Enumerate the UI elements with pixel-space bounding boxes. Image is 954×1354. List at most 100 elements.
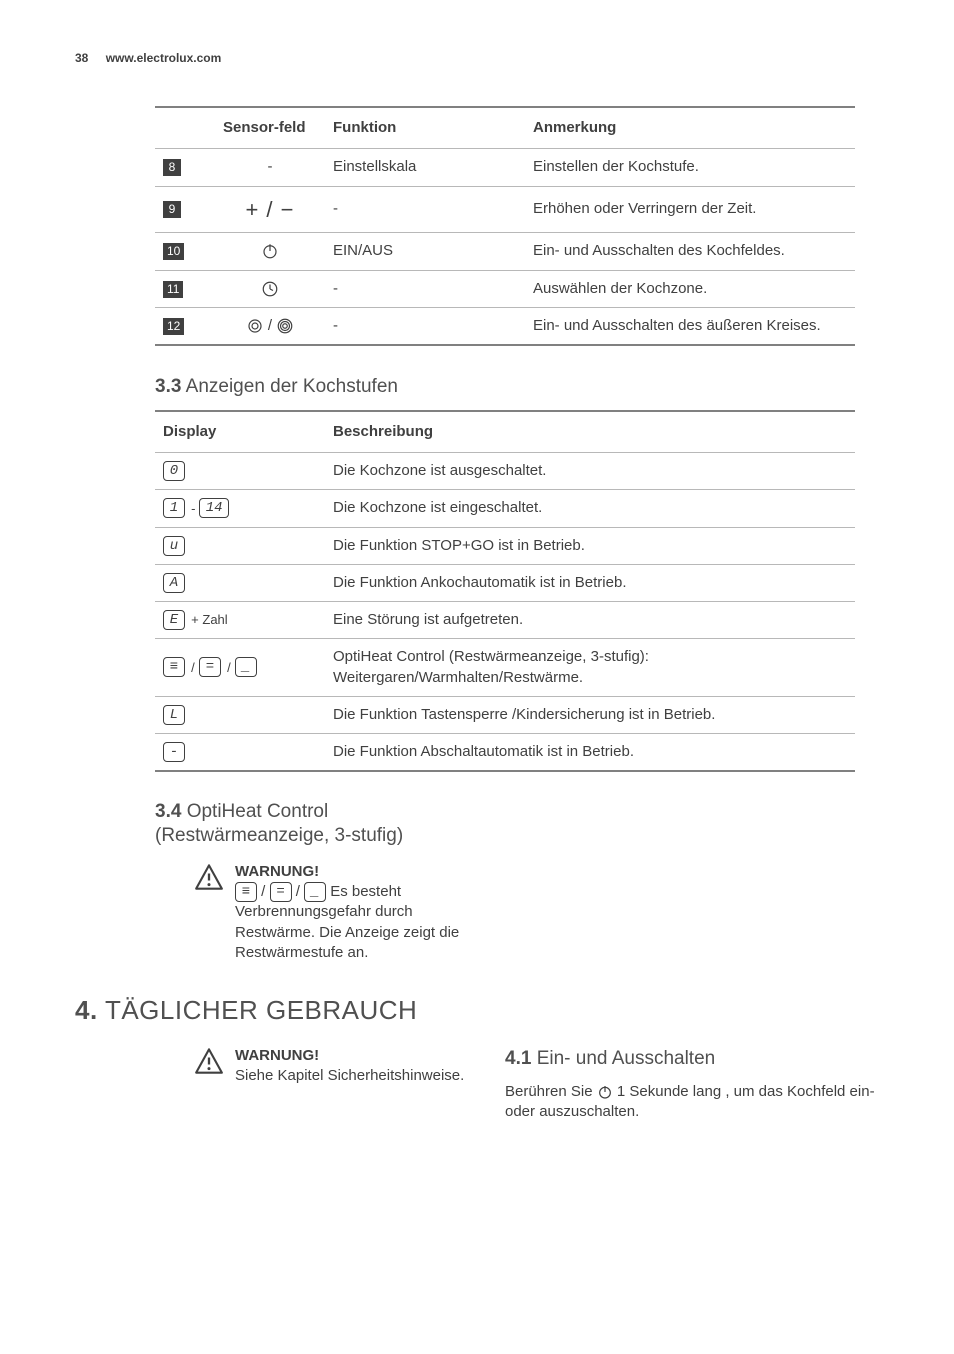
desc-cell: Die Kochzone ist ausgeschaltet. [325, 453, 855, 490]
power-icon [597, 1084, 613, 1100]
table-row: 10 EIN/AUS Ein- und Ausschalten des Koch… [155, 233, 855, 270]
body-before: Berühren Sie [505, 1083, 597, 1100]
row-index: 9 [163, 201, 181, 218]
sensor-cell: - [215, 149, 325, 186]
desc-cell: OptiHeat Control (Restwärmeanzeige, 3-st… [325, 639, 855, 697]
display-cell: - [155, 734, 325, 772]
t1-header-anmerkung: Anmerkung [525, 107, 855, 149]
site-url: www.electrolux.com [106, 51, 222, 65]
table-row: L Die Funktion Tastensperre /Kindersiche… [155, 696, 855, 733]
sensorfield-table: Sensor-feld Funktion Anmerkung 8 - Einst… [155, 106, 855, 346]
sensor-cell [215, 233, 325, 270]
warning-label: WARNUNG! [235, 1046, 464, 1066]
page-header: 38 www.electrolux.com [75, 50, 879, 66]
desc-cell: Eine Störung ist aufgetreten. [325, 602, 855, 639]
display-table: Display Beschreibung 0 Die Kochzone ist … [155, 410, 855, 773]
table-row: 12 / - Ein- und Ausschalten des äußeren … [155, 307, 855, 345]
ring-double-icon [276, 317, 294, 335]
ring-single-icon [246, 317, 264, 335]
anmerkung-cell: Ein- und Ausschalten des Kochfeldes. [525, 233, 855, 270]
funktion-cell: - [325, 270, 525, 307]
section-number: 3.4 [155, 801, 181, 822]
section-4-1-body: Berühren Sie 1 Sekunde lang , um das Koc… [505, 1082, 879, 1123]
sensor-cell: / [215, 307, 325, 345]
t1-header-blank [155, 107, 215, 149]
column-right: 4.1 Ein- und Ausschalten Berühren Sie 1 … [505, 1046, 879, 1122]
chapter-4-columns: WARNUNG! Siehe Kapitel Sicherheitshinwei… [75, 1046, 879, 1122]
slash: / [191, 660, 195, 675]
t1-header-funktion: Funktion [325, 107, 525, 149]
funktion-cell: Einstellskala [325, 149, 525, 186]
section-title: Anzeigen der Kochstufen [186, 376, 398, 397]
plus-zahl: + Zahl [191, 612, 228, 627]
plus-minus-icon: + / − [245, 197, 294, 222]
display-cell: L [155, 696, 325, 733]
display-cell: 1 - 14 [155, 490, 325, 527]
slash: / [261, 883, 269, 900]
desc-cell: Die Funktion STOP+GO ist in Betrieb. [325, 527, 855, 564]
funktion-cell: EIN/AUS [325, 233, 525, 270]
row-index: 10 [163, 243, 184, 260]
t2-header-display: Display [155, 411, 325, 453]
warning-body: WARNUNG! Siehe Kapitel Sicherheitshinwei… [235, 1046, 464, 1087]
anmerkung-cell: Einstellen der Kochstufe. [525, 149, 855, 186]
table-row: 0 Die Kochzone ist ausgeschaltet. [155, 453, 855, 490]
row-index: 12 [163, 318, 184, 335]
display-cell: A [155, 564, 325, 601]
table-row: 1 - 14 Die Kochzone ist eingeschaltet. [155, 490, 855, 527]
section-title-line2: (Restwärmeanzeige, 3-stufig) [155, 825, 403, 846]
page-number: 38 [75, 50, 88, 66]
row-index: 8 [163, 159, 181, 176]
seg7-A-icon: A [163, 573, 185, 593]
display-cell: ≡ / = / _ [155, 639, 325, 697]
seg7-heat1-icon: _ [235, 657, 257, 677]
column-left: WARNUNG! Siehe Kapitel Sicherheitshinwei… [75, 1046, 465, 1087]
table-row: 9 + / − - Erhöhen oder Verringern der Ze… [155, 186, 855, 233]
seg7-heat2-icon: = [199, 657, 221, 677]
seg7-u-icon: u [163, 536, 185, 556]
slash: / [227, 660, 231, 675]
section-title-line1: OptiHeat Control [187, 801, 329, 822]
section-number: 3.3 [155, 376, 181, 397]
sensor-cell [215, 270, 325, 307]
anmerkung-cell: Auswählen der Kochzone. [525, 270, 855, 307]
seg7-L-icon: L [163, 705, 185, 725]
range-dash: - [191, 501, 199, 516]
desc-cell: Die Funktion Ankochautomatik ist in Betr… [325, 564, 855, 601]
table-row: ≡ / = / _ OptiHeat Control (Restwärmeanz… [155, 639, 855, 697]
chapter-number: 4. [75, 995, 98, 1025]
seg7-heat1-icon: _ [304, 882, 326, 902]
warning-text: Siehe Kapitel Sicherheitshinweise. [235, 1067, 464, 1084]
t1-header-sensorfeld: Sensor-feld [215, 107, 325, 149]
section-3-4-heading: 3.4 OptiHeat Control (Restwärmeanzeige, … [155, 800, 485, 848]
seg7-heat3-icon: ≡ [163, 657, 185, 677]
slash: / [296, 883, 304, 900]
desc-cell: Die Funktion Tastensperre /Kindersicheru… [325, 696, 855, 733]
warning-label: WARNUNG! [235, 862, 495, 882]
display-cell: E + Zahl [155, 602, 325, 639]
desc-cell: Die Funktion Abschaltautomatik ist in Be… [325, 734, 855, 772]
seg7-0-icon: 0 [163, 461, 185, 481]
power-icon [261, 242, 279, 260]
table-row: A Die Funktion Ankochautomatik ist in Be… [155, 564, 855, 601]
seg7-E-icon: E [163, 610, 185, 630]
funktion-cell: - [325, 307, 525, 345]
warning-icon [195, 1048, 223, 1074]
table-row: u Die Funktion STOP+GO ist in Betrieb. [155, 527, 855, 564]
display-cell: u [155, 527, 325, 564]
anmerkung-cell: Ein- und Ausschalten des äußeren Kreises… [525, 307, 855, 345]
warning-body: WARNUNG! ≡ / = / _ Es besteht Verbrennun… [235, 862, 495, 963]
warning-block: WARNUNG! ≡ / = / _ Es besteht Verbrennun… [195, 862, 495, 963]
chapter-title: TÄGLICHER GEBRAUCH [105, 995, 417, 1025]
t2-header-beschreibung: Beschreibung [325, 411, 855, 453]
display-cell: 0 [155, 453, 325, 490]
slash: / [268, 317, 276, 334]
section-4-1-heading: 4.1 Ein- und Ausschalten [505, 1046, 879, 1072]
clock-icon [261, 280, 279, 298]
seg7-1-icon: 1 [163, 498, 185, 518]
seg7-dash-icon: - [163, 742, 185, 762]
desc-cell: Die Kochzone ist eingeschaltet. [325, 490, 855, 527]
table-row: E + Zahl Eine Störung ist aufgetreten. [155, 602, 855, 639]
section-number: 4.1 [505, 1048, 531, 1069]
seg7-heat2-icon: = [270, 882, 292, 902]
